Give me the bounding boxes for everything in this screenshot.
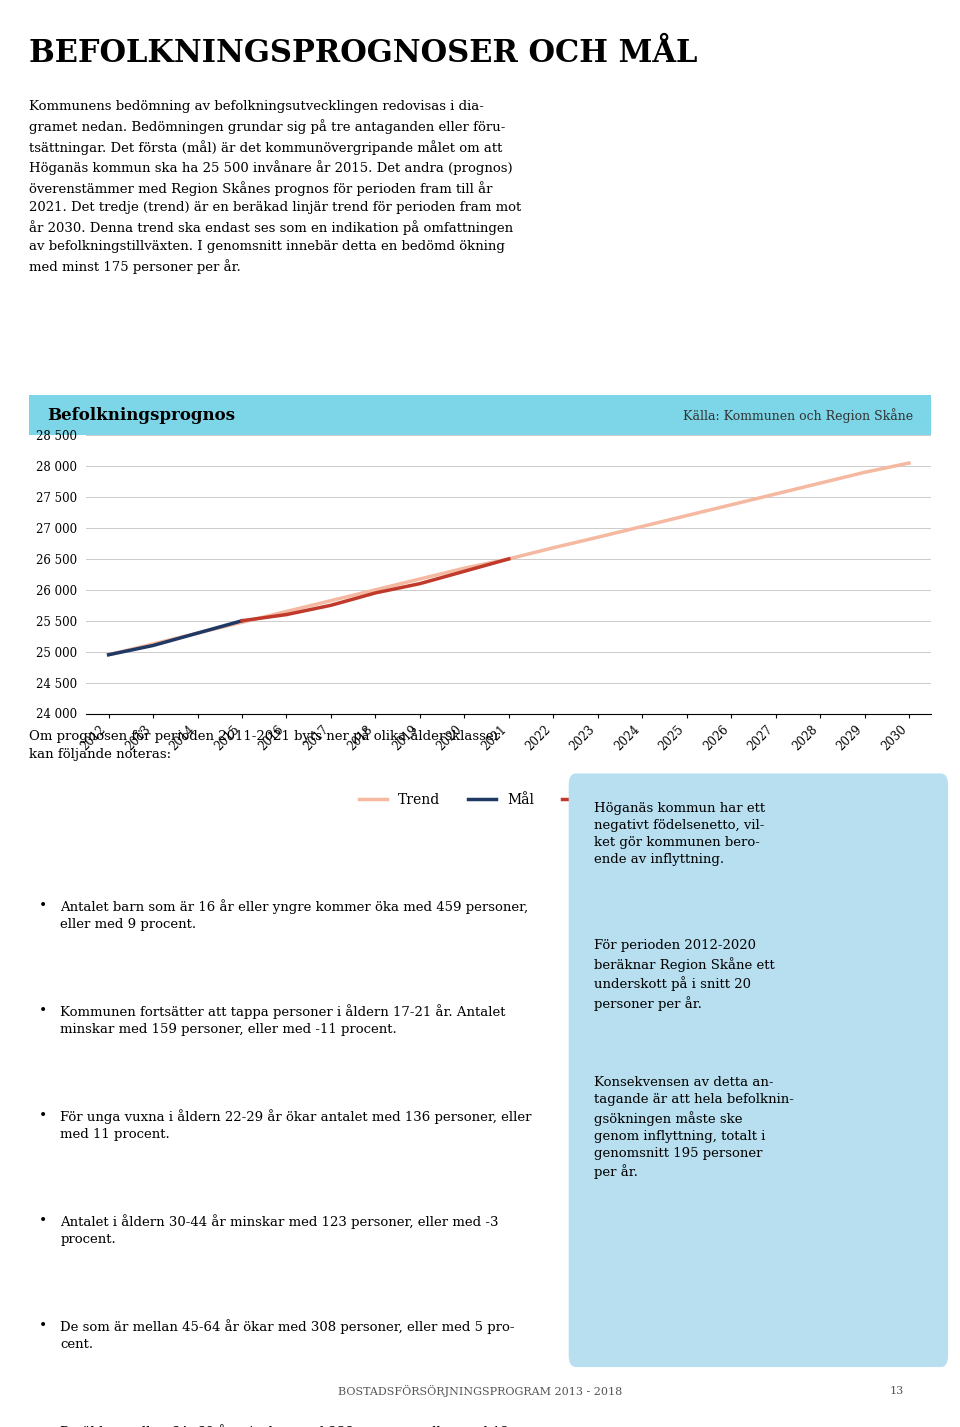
Text: •: • <box>39 1109 48 1123</box>
Text: För unga vuxna i åldern 22-29 år ökar antalet med 136 personer, eller
med 11 pro: För unga vuxna i åldern 22-29 år ökar an… <box>60 1109 532 1142</box>
Legend: Trend, Mål, Prognos: Trend, Mål, Prognos <box>353 788 664 812</box>
FancyBboxPatch shape <box>29 395 931 435</box>
Text: Kommunens bedömning av befolkningsutvecklingen redovisas i dia-
gramet nedan. Be: Kommunens bedömning av befolkningsutveck… <box>29 100 521 274</box>
Text: Höganäs kommun har ett
negativt födelsenetto, vil-
ket gör kommunen bero-
ende a: Höganäs kommun har ett negativt födelsen… <box>594 802 765 866</box>
Text: Antalet i åldern 30-44 år minskar med 123 personer, eller med -3
procent.: Antalet i åldern 30-44 år minskar med 12… <box>60 1214 499 1246</box>
Text: BOSTADSFÖRSÖRJNINGSPROGRAM 2013 - 2018: BOSTADSFÖRSÖRJNINGSPROGRAM 2013 - 2018 <box>338 1386 622 1397</box>
Text: •: • <box>39 899 48 913</box>
Text: För perioden 2012-2020
beräknar Region Skåne ett
underskott på i snitt 20
person: För perioden 2012-2020 beräknar Region S… <box>594 939 775 1010</box>
Text: Konsekvensen av detta an-
tagande är att hela befolknin-
gsökningen måste ske
ge: Konsekvensen av detta an- tagande är att… <box>594 1076 794 1179</box>
Text: Kommunen fortsätter att tappa personer i åldern 17-21 år. Antalet
minskar med 15: Kommunen fortsätter att tappa personer i… <box>60 1005 506 1036</box>
Text: •: • <box>39 1214 48 1229</box>
Text: Antalet barn som är 16 år eller yngre kommer öka med 459 personer,
eller med 9 p: Antalet barn som är 16 år eller yngre ko… <box>60 899 529 930</box>
Text: BEFOLKNINGSPROGNOSER OCH MÅL: BEFOLKNINGSPROGNOSER OCH MÅL <box>29 39 697 68</box>
Text: •: • <box>39 1424 48 1427</box>
Text: Källa: Kommunen och Region Skåne: Källa: Kommunen och Region Skåne <box>683 408 913 422</box>
Text: •: • <box>39 1005 48 1017</box>
Text: De som är mellan 45-64 år ökar med 308 personer, eller med 5 pro-
cent.: De som är mellan 45-64 år ökar med 308 p… <box>60 1319 515 1351</box>
Text: De äldre mellan 64- 69 år minskar med 238 personer, eller med 12
procent,: De äldre mellan 64- 69 år minskar med 23… <box>60 1424 510 1427</box>
FancyBboxPatch shape <box>568 773 948 1367</box>
Text: Befolkningsprognos: Befolkningsprognos <box>47 407 235 424</box>
Text: 13: 13 <box>890 1386 904 1397</box>
Text: Om prognosen för perioden 2011-2021 byts ner på olika åldersklasser
kan följande: Om prognosen för perioden 2011-2021 byts… <box>29 728 500 761</box>
Text: •: • <box>39 1319 48 1333</box>
